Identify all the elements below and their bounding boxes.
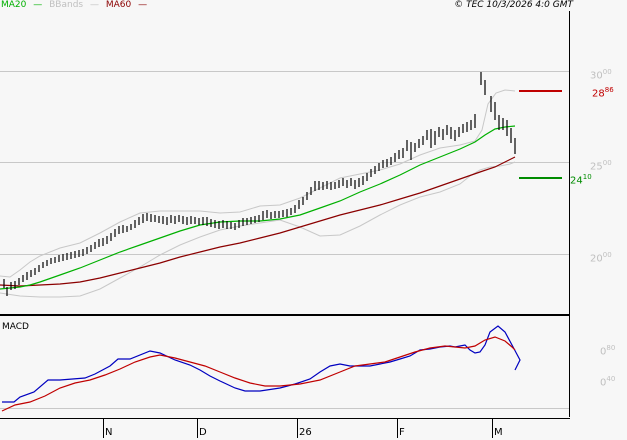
signal-line: [1, 336, 516, 412]
x-axis-ticks: [103, 419, 493, 438]
macd-label-040: 040: [600, 375, 616, 389]
chart-legend: MA20 — BBands — MA60 —: [1, 0, 151, 11]
macd-panel-title: MACD: [2, 322, 29, 332]
legend-ma60: MA60 —: [105, 0, 148, 10]
macd-label-080: 080: [600, 344, 616, 358]
resistance-label: 2886: [592, 86, 614, 100]
price-bars: [3, 72, 516, 296]
ma20-line: [0, 125, 516, 290]
legend-bbands: BBands —: [49, 0, 99, 10]
y-label-3000: 3000: [590, 68, 612, 82]
x-label-mar: M: [494, 427, 503, 438]
copyright-timestamp: © TEC 10/3/2026 4:0 GMT: [454, 0, 573, 10]
ma60-line: [0, 156, 516, 287]
support-label: 2410: [570, 173, 592, 187]
x-label-nov: N: [105, 427, 113, 438]
y-label-2500: 2500: [590, 159, 612, 173]
bband-upper-line: [0, 89, 516, 278]
y-label-2000: 2000: [590, 251, 612, 265]
macd-line: [2, 325, 521, 403]
x-label-dec: D: [199, 427, 207, 438]
bband-lower-line: [0, 161, 516, 298]
x-label-feb: F: [399, 427, 405, 438]
price-gridlines: [0, 71, 569, 255]
x-label-2026: 26: [299, 427, 312, 438]
legend-ma20: MA20 —: [1, 0, 43, 10]
